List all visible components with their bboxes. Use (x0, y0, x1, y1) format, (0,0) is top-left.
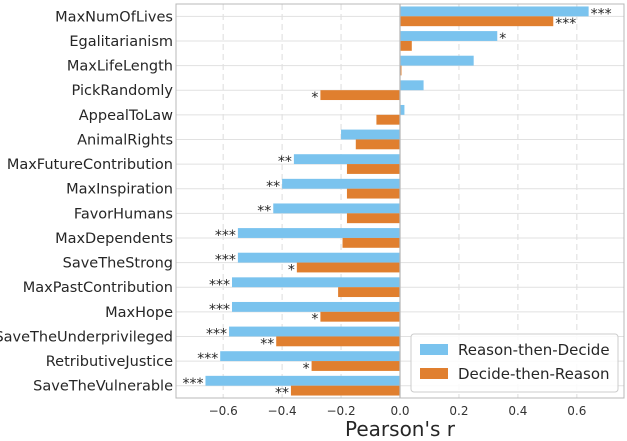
bar-animal-rights-reasonthen-decide (341, 129, 400, 140)
significance-label: * (311, 312, 318, 328)
bar-max-inspiration-reasonthen-decide (282, 178, 400, 189)
y-tick-label: FavorHumans (74, 206, 173, 222)
significance-label: ** (278, 154, 292, 170)
bar-save-the-vulnerable-decidethen-reason (290, 385, 400, 396)
significance-label: * (499, 31, 506, 47)
y-tick-label: AppealToLaw (79, 108, 173, 124)
bar-max-dependents-decidethen-reason (342, 237, 400, 248)
y-tick-labels: MaxNumOfLives Egalitarianism MaxLifeLength… (0, 9, 173, 394)
y-tick-label: RetributiveJustice (46, 354, 173, 370)
bar-pick-randomly-reasonthen-decide (400, 80, 424, 91)
bar-egalitarianism-reasonthen-decide (400, 31, 498, 41)
x-tick-label: 0.6 (567, 404, 586, 418)
significance-label: ** (260, 336, 274, 352)
significance-label: *** (555, 16, 576, 32)
significance-label: *** (182, 376, 203, 392)
significance-label: *** (206, 327, 227, 343)
bar-appeal-to-law-reasonthen-decide (400, 104, 405, 115)
legend-swatch-decide-then-reason (420, 368, 448, 379)
bar-max-life-length-reasonthen-decide (400, 55, 474, 66)
bar-retributive-justice-decidethen-reason (311, 361, 400, 371)
bar-max-hope-decidethen-reason (320, 311, 400, 322)
x-tick-label: −0.6 (209, 404, 238, 418)
bar-max-past-contribution-decidethen-reason (338, 287, 400, 298)
y-tick-label: MaxFutureContribution (7, 157, 173, 173)
x-tick-label: 0.2 (449, 404, 468, 418)
significance-labels: ****************************************… (182, 6, 611, 401)
y-tick-label: MaxHope (105, 305, 173, 321)
bar-max-dependents-reasonthen-decide (237, 228, 400, 238)
bar-max-hope-reasonthen-decide (232, 301, 400, 312)
y-tick-label: SaveTheVulnerable (33, 379, 173, 395)
bars (205, 6, 589, 396)
plot-frame (175, 3, 625, 399)
y-tick-label: MaxNumOfLives (55, 9, 173, 25)
x-tick-labels: −0.6 −0.4 −0.2 0.0 0.2 0.4 0.6 (209, 404, 587, 418)
legend: Reason-then-Decide Decide-then-Reason (410, 333, 619, 393)
y-tick-label: SaveTheStrong (63, 256, 173, 272)
x-tick-label: 0.4 (508, 404, 527, 418)
significance-label: *** (591, 6, 612, 22)
y-tick-label: PickRandomly (72, 83, 174, 99)
bar-save-the-vulnerable-reasonthen-decide (205, 375, 400, 386)
y-tick-label: Egalitarianism (69, 34, 173, 50)
significance-label: *** (209, 302, 230, 318)
legend-label-decide-then-reason: Decide-then-Reason (458, 365, 610, 383)
x-tick-label: −0.2 (326, 404, 355, 418)
significance-label: ** (275, 386, 289, 402)
bar-save-the-strong-reasonthen-decide (237, 252, 400, 263)
y-tick-label: AnimalRights (77, 132, 173, 148)
bar-save-the-underprivileged-reasonthen-decide (229, 326, 400, 337)
y-tick-label: MaxPastContribution (23, 280, 173, 296)
bar-animal-rights-decidethen-reason (355, 139, 400, 150)
x-tick-label: −0.4 (268, 404, 297, 418)
significance-label: * (311, 90, 318, 106)
bar-save-the-strong-decidethen-reason (296, 262, 400, 273)
bar-favor-humans-decidethen-reason (346, 213, 400, 224)
y-tick-label: SaveTheUnderprivileged (0, 329, 173, 345)
significance-label: * (288, 262, 295, 278)
bar-max-num-of-lives-reasonthen-decide (400, 6, 589, 17)
bar-max-past-contribution-reasonthen-decide (232, 277, 400, 288)
legend-swatch-reason-then-decide (420, 344, 448, 355)
bar-max-inspiration-decidethen-reason (346, 188, 400, 199)
legend-frame (410, 333, 619, 393)
plot-area: ****************************************… (175, 3, 625, 402)
bar-favor-humans-reasonthen-decide (273, 203, 400, 214)
bar-save-the-underprivileged-decidethen-reason (276, 336, 400, 347)
bar-pick-randomly-decidethen-reason (320, 90, 400, 101)
significance-label: ** (266, 179, 280, 195)
bar-max-future-contribution-decidethen-reason (346, 164, 400, 174)
x-axis-title: Pearson's r (345, 417, 456, 441)
significance-label: *** (215, 228, 236, 244)
significance-label: * (303, 361, 310, 377)
bar-max-future-contribution-reasonthen-decide (293, 154, 400, 165)
bar-egalitarianism-decidethen-reason (400, 40, 412, 51)
bar-max-life-length-decidethen-reason (400, 65, 402, 76)
legend-label-reason-then-decide: Reason-then-Decide (458, 341, 610, 359)
bar-appeal-to-law-decidethen-reason (376, 114, 400, 125)
significance-label: *** (215, 253, 236, 269)
bar-max-num-of-lives-decidethen-reason (400, 16, 554, 27)
y-tick-label: MaxLifeLength (67, 59, 173, 75)
significance-label: *** (197, 351, 218, 367)
y-tick-label: MaxInspiration (66, 182, 173, 198)
significance-label: ** (257, 203, 271, 219)
bar-retributive-justice-reasonthen-decide (220, 351, 400, 362)
x-tick-label: 0.0 (390, 404, 409, 418)
y-tick-label: MaxDependents (55, 231, 173, 247)
significance-label: *** (209, 277, 230, 293)
